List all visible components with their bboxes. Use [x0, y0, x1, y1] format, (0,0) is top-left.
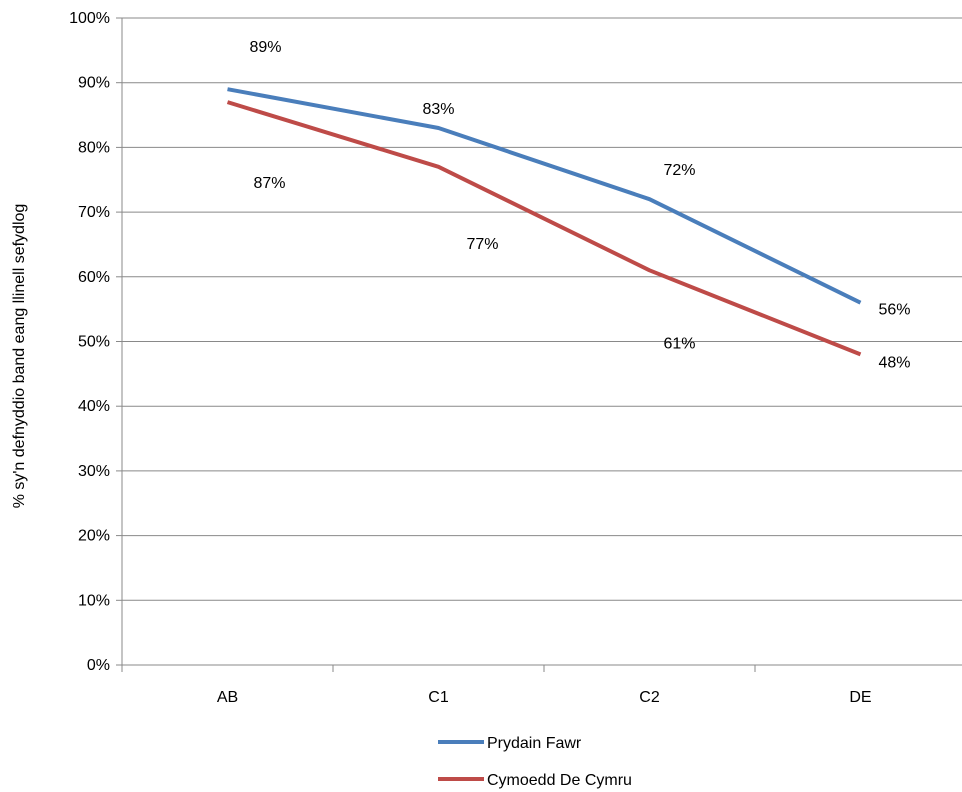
y-tick-label: 90% — [78, 75, 110, 92]
data-label: 56% — [878, 302, 910, 319]
y-tick-label: 30% — [78, 463, 110, 480]
gridlines — [122, 17, 962, 601]
y-tick-label: 50% — [78, 334, 110, 351]
data-label: 61% — [663, 335, 695, 352]
data-label: 48% — [878, 354, 910, 371]
data-label: 89% — [249, 39, 281, 56]
data-labels: 89% 83% 72% 56% 87% 77% 61% 48% — [249, 39, 910, 371]
data-label: 87% — [253, 175, 285, 192]
y-tick-labels: 0% 10% 20% 30% 40% 50% 60% 70% 80% 90% 100% — [69, 10, 110, 674]
y-tick-label: 20% — [78, 528, 110, 545]
y-axis-label: % sy'n defnyddio band eang llinell sefyd… — [11, 204, 28, 509]
x-tick-label: C1 — [428, 689, 449, 706]
y-tick-label: 60% — [78, 269, 110, 286]
series-line — [227, 87, 862, 305]
series-lines — [226, 87, 862, 357]
axes — [116, 17, 962, 672]
legend: Prydain Fawr Cymoedd De Cymru — [438, 735, 632, 789]
y-tick-label: 40% — [78, 398, 110, 415]
x-tick-label: AB — [217, 689, 238, 706]
y-tick-label: 100% — [69, 10, 110, 27]
y-tick-label: 80% — [78, 139, 110, 156]
legend-label: Cymoedd De Cymru — [487, 772, 632, 789]
series-line — [226, 100, 862, 357]
x-tick-labels: AB C1 C2 DE — [217, 689, 872, 706]
y-tick-label: 10% — [78, 592, 110, 609]
data-label: 72% — [663, 162, 695, 179]
y-tick-label: 0% — [87, 657, 110, 674]
x-tick-label: DE — [849, 689, 871, 706]
y-tick-label: 70% — [78, 204, 110, 221]
x-tick-label: C2 — [639, 689, 660, 706]
data-label: 83% — [422, 101, 454, 118]
data-label: 77% — [466, 236, 498, 253]
legend-label: Prydain Fawr — [487, 735, 582, 752]
